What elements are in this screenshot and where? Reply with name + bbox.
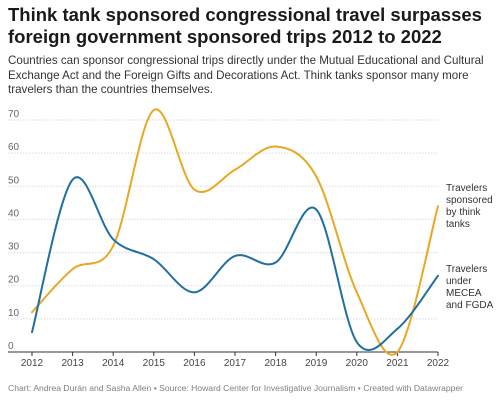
- data-point: [437, 205, 439, 207]
- data-point: [437, 275, 439, 277]
- x-tick-label: 2022: [427, 358, 450, 369]
- data-point: [396, 351, 398, 353]
- data-point: [356, 291, 358, 293]
- data-point: [153, 258, 155, 260]
- data-point: [112, 245, 114, 247]
- series-label-line: tanks: [446, 219, 470, 230]
- x-tick-label: 2015: [143, 358, 166, 369]
- data-point: [234, 169, 236, 171]
- series-line-think-tanks: [31, 108, 439, 356]
- data-point: [234, 255, 236, 257]
- data-point: [193, 291, 195, 293]
- x-tick-label: 2012: [21, 358, 44, 369]
- x-tick-label: 2017: [224, 358, 247, 369]
- data-point: [356, 341, 358, 343]
- x-tick-label: 2016: [183, 358, 206, 369]
- x-tick-label: 2018: [264, 358, 287, 369]
- data-point: [153, 109, 155, 111]
- data-point: [71, 178, 73, 180]
- y-tick-label: 0: [8, 341, 14, 352]
- series-line-mecea-fgda: [31, 176, 439, 351]
- chart-footer: Chart: Andrea Durán and Sasha Allen • So…: [8, 383, 464, 393]
- y-tick-label: 20: [8, 275, 20, 286]
- y-tick-label: 30: [8, 242, 20, 253]
- data-point: [396, 328, 398, 330]
- chart-subtitle: Countries can sponsor congressional trip…: [8, 54, 484, 96]
- series-label-line: and FGDA: [446, 300, 494, 311]
- data-point: [31, 311, 33, 313]
- x-tick-label: 2021: [386, 358, 409, 369]
- y-tick-label: 70: [8, 109, 20, 120]
- data-point: [274, 261, 276, 263]
- x-tick-label: 2013: [61, 358, 84, 369]
- x-tick-label: 2020: [346, 358, 369, 369]
- y-tick-label: 60: [8, 142, 20, 153]
- chart-title: Think tank sponsored congressional trave…: [8, 4, 482, 47]
- series-label-line: sponsored: [446, 195, 493, 206]
- data-point: [193, 188, 195, 190]
- y-tick-label: 10: [8, 308, 20, 319]
- data-point: [315, 208, 317, 210]
- data-point: [315, 175, 317, 177]
- series-layer: [31, 108, 439, 356]
- data-point: [274, 145, 276, 147]
- y-tick-label: 50: [8, 175, 20, 186]
- data-point: [112, 238, 114, 240]
- x-tick-label: 2019: [305, 358, 328, 369]
- grid-layer: 0 10 20 30 40 50 60 70: [8, 109, 438, 353]
- y-tick-label: 40: [8, 208, 20, 219]
- x-tick-label: 2014: [102, 358, 125, 369]
- series-label-line: by think: [446, 207, 481, 218]
- data-point: [71, 268, 73, 270]
- data-point: [31, 331, 33, 333]
- series-label-line: Travelers: [446, 183, 487, 194]
- series-label-line: MECEA: [446, 288, 482, 299]
- x-axis: 2012 2013 2014 2015 2016 2017 2018 2019 2020 2021…: [21, 352, 450, 369]
- series-label-line: Travelers: [446, 264, 487, 275]
- series-label-line: under: [446, 276, 472, 287]
